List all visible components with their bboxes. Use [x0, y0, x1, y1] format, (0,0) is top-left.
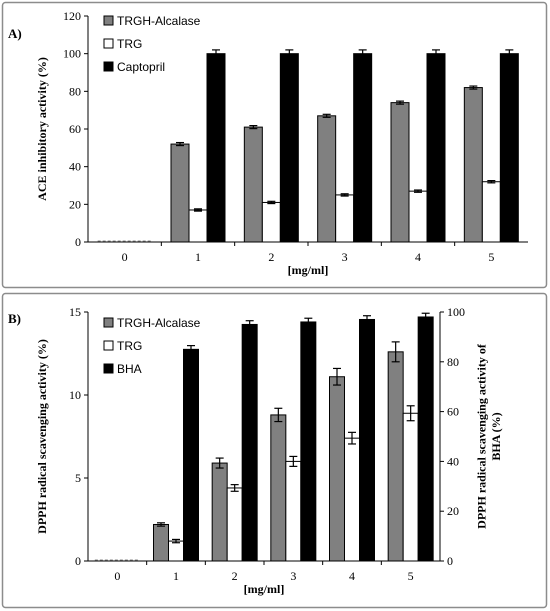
legend-swatch	[103, 363, 114, 374]
legend-label: BHA	[117, 362, 142, 376]
panel-a-label: A)	[8, 26, 22, 41]
y-tick-label: 5	[75, 471, 81, 485]
panel-b-label: B)	[8, 311, 21, 326]
x-tick-label: 2	[232, 569, 238, 583]
x-tick-label: 2	[268, 250, 274, 264]
y-right-tick-label: 40	[447, 454, 459, 468]
x-tick-label: 1	[195, 250, 201, 264]
bar-trg	[261, 201, 281, 243]
legend-swatch	[103, 317, 114, 328]
legend-swatch	[103, 38, 114, 49]
y-tick-label: 40	[69, 160, 81, 174]
y-right-tick-label: 100	[447, 305, 465, 319]
y-axis-right-title: DPPH radical scavenging activity ofBHA (…	[475, 343, 503, 529]
y-tick-label: 60	[69, 122, 81, 136]
y-tick-label: 0	[75, 554, 81, 568]
y-axis-title: ACE inhibitory activity (%)	[35, 57, 49, 201]
x-tick-label: 0	[122, 250, 128, 264]
x-tick-label: 3	[342, 250, 348, 264]
y-tick-label: 15	[69, 305, 81, 319]
bar-trg	[408, 190, 428, 243]
chart-ace-inhibition: 0 20 40 60 80 100 120 0 1 2 3 4 5 [mg/ml] ACE inhibito…	[35, 9, 528, 277]
y-right-tick-label: 20	[447, 504, 459, 518]
bar-bha	[183, 348, 199, 562]
legend-swatch	[103, 15, 114, 26]
bar-trg	[168, 540, 184, 562]
legend-label: Captopril	[117, 60, 165, 74]
x-tick-label: 5	[408, 569, 414, 583]
y-tick-label: 80	[69, 84, 81, 98]
bar-captopril	[499, 53, 519, 243]
y-right-tick-label: 60	[447, 405, 459, 419]
bar-trg	[226, 487, 243, 562]
legend-label: TRGH-Alcalase	[117, 14, 201, 28]
bar-bha	[241, 323, 258, 562]
legend-label: TRG	[117, 339, 142, 353]
bar-trgh-alcalase	[153, 523, 169, 562]
bar-trg	[335, 194, 355, 243]
y-right-tick-label: 80	[447, 355, 459, 369]
y-right-tick-label: 0	[447, 554, 453, 568]
bar-trgh-alcalase	[390, 102, 410, 243]
bar-trg	[188, 209, 208, 243]
x-axis-title: [mg/ml]	[244, 582, 285, 596]
x-tick-label: 4	[415, 250, 421, 264]
x-axis-title: [mg/ml]	[288, 263, 329, 277]
bar-trgh-alcalase	[387, 351, 404, 562]
bar-bha	[300, 321, 317, 562]
legend-swatch	[103, 61, 114, 72]
bar-captopril	[426, 53, 446, 243]
legend-swatch	[103, 340, 114, 351]
bar-trg	[344, 437, 360, 562]
bar-trgh-alcalase	[463, 87, 483, 243]
bar-trgh-alcalase	[270, 414, 287, 562]
bar-trg	[285, 460, 302, 562]
bar-trgh-alcalase	[329, 376, 345, 562]
bar-bha	[359, 318, 375, 562]
chart-dpph-scavenging: 0 5 10 15 0 20 40 60 80 100 0 1 2 3 4 5 [mg/ml] DPPH radi…	[35, 305, 503, 596]
bar-trg	[402, 412, 419, 562]
x-tick-label: 0	[114, 569, 120, 583]
bar-trgh-alcalase	[317, 115, 337, 243]
bar-trgh-alcalase	[243, 126, 263, 243]
y-tick-label: 10	[69, 388, 81, 402]
x-tick-label: 4	[349, 569, 355, 583]
y-tick-label: 20	[69, 197, 81, 211]
bar-trgh-alcalase	[211, 462, 228, 562]
bar-trgh-alcalase	[170, 143, 190, 243]
legend-label: TRGH-Alcalase	[117, 316, 201, 330]
x-tick-label: 5	[488, 250, 494, 264]
y-tick-label: 120	[63, 9, 81, 23]
y-tick-label: 100	[63, 47, 81, 61]
bar-trg	[481, 181, 501, 243]
legend-label: TRG	[117, 37, 142, 51]
x-tick-label: 1	[173, 569, 179, 583]
bar-captopril	[206, 53, 226, 243]
y-tick-label: 0	[75, 235, 81, 249]
bar-captopril	[279, 53, 299, 243]
bar-bha	[417, 316, 434, 562]
bar-captopril	[353, 53, 373, 243]
x-tick-label: 3	[290, 569, 296, 583]
y-axis-title: DPPH radical scavenging activity (%)	[35, 339, 49, 534]
